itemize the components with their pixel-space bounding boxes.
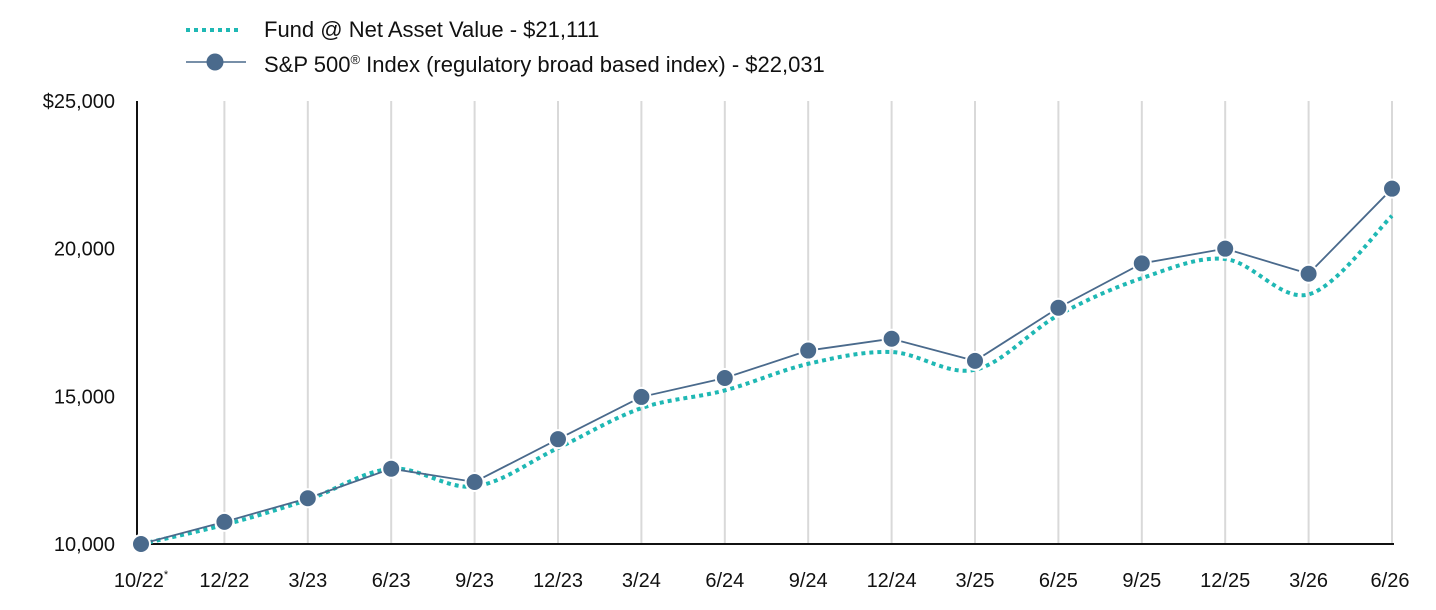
x-tick-label: 6/25 — [1039, 570, 1078, 592]
data-point-index — [1048, 297, 1069, 318]
y-tick-label: 15,000 — [54, 386, 115, 408]
legend-label-index-name: S&P 500 — [264, 51, 351, 77]
x-tick-label: 12/22 — [199, 570, 249, 592]
x-tick-label: 12/25 — [1200, 570, 1250, 592]
data-point-index — [1215, 238, 1236, 259]
y-tick-label: $25,000 — [43, 91, 115, 113]
series-layer — [131, 178, 1402, 554]
series-line-fund — [140, 214, 1394, 546]
x-tick-label: 9/25 — [1122, 570, 1161, 592]
data-point-index — [714, 368, 735, 389]
data-point-index — [214, 511, 235, 532]
x-tick-label: 9/23 — [455, 570, 494, 592]
data-point-index — [548, 429, 568, 450]
data-point-index — [965, 350, 985, 371]
vertical-gridlines — [223, 101, 1393, 544]
data-point-index — [131, 534, 151, 554]
x-tick-label: 6/26 — [1371, 570, 1410, 592]
legend-label-index: S&P 500® Index (regulatory broad based i… — [264, 47, 825, 78]
x-tick-label: 3/26 — [1289, 570, 1328, 592]
x-tick-label: 12/24 — [867, 570, 917, 592]
data-point-index — [1131, 253, 1152, 274]
legend-label-index-rest: Index (regulatory broad based index) - $… — [360, 51, 825, 77]
legend-item-fund: Fund @ Net Asset Value - $21,111 — [184, 14, 825, 46]
footnote-marker: * — [164, 569, 169, 581]
series-line-index — [140, 188, 1393, 545]
x-tick-label: 10/22* — [114, 569, 169, 592]
y-axis-tick-labels: $25,000 20,000 15,000 10,000 — [43, 91, 115, 556]
x-tick-label: 3/25 — [956, 570, 995, 592]
legend-item-index: S&P 500® Index (regulatory broad based i… — [184, 46, 825, 78]
data-point-index — [1298, 263, 1319, 284]
data-point-index — [631, 386, 652, 407]
data-point-index — [297, 488, 318, 509]
x-axis-tick-labels: 10/22* 12/22 3/23 6/23 9/23 12/23 3/24 6/24 9/24… — [114, 569, 1410, 592]
chart-legend: Fund @ Net Asset Value - $21,111 S&P 500… — [184, 14, 825, 78]
chart-axes — [136, 101, 1394, 545]
registered-mark: ® — [350, 51, 361, 67]
data-point-index — [798, 340, 819, 361]
y-tick-label: 20,000 — [54, 239, 115, 261]
x-tick-label: 3/23 — [288, 570, 327, 592]
dotted-line-swatch-icon — [186, 28, 242, 32]
legend-label-fund: Fund @ Net Asset Value - $21,111 — [264, 17, 600, 42]
x-tick-label: 12/23 — [533, 570, 583, 592]
data-point-index — [1382, 178, 1402, 199]
y-tick-label: 10,000 — [54, 534, 115, 556]
x-tick-label: 6/24 — [705, 570, 744, 592]
x-tick-label: 9/24 — [789, 570, 828, 592]
data-point-index — [381, 458, 402, 479]
data-point-index — [881, 328, 902, 349]
marker-line-swatch-icon — [186, 53, 246, 71]
data-point-index — [464, 471, 485, 492]
x-tick-label: 6/23 — [372, 570, 411, 592]
x-tick-label: 3/24 — [622, 570, 661, 592]
